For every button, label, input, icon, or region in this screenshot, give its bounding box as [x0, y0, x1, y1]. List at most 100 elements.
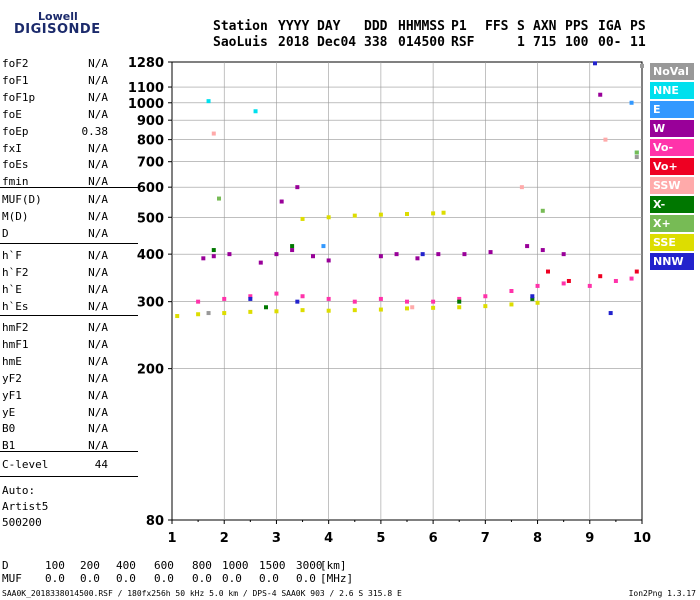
point-sse — [535, 300, 540, 305]
point-vo — [274, 291, 279, 296]
header-val-9: 00- — [598, 35, 622, 50]
point-w — [540, 248, 545, 253]
ionogram-chart: 1 2 3 4 5 6 7 8 9 10 80 200 300 400 500 600 700 800 900 100… — [128, 56, 651, 546]
param-label-foe: foE — [2, 107, 22, 121]
x-tick-label: 10 — [633, 531, 651, 546]
point-vo — [300, 294, 305, 299]
point-sse — [274, 309, 279, 314]
param-divider — [0, 243, 138, 244]
header-val-8: 100 — [565, 35, 589, 50]
param-value-fxi: N/A — [88, 141, 108, 155]
point-w — [436, 252, 441, 257]
y-tick-label: 500 — [137, 211, 164, 226]
legend-item-x: X+ — [650, 215, 694, 232]
point-w — [598, 92, 603, 97]
legend-item-vo: Vo+ — [650, 158, 694, 175]
point-vo — [248, 294, 253, 299]
point-x — [540, 208, 545, 213]
point-sse — [378, 212, 383, 217]
x-tick-label: 4 — [324, 531, 333, 546]
point-w — [274, 252, 279, 257]
point-ssw — [211, 131, 216, 136]
param-value-hf: N/A — [88, 249, 108, 262]
point-vo — [613, 278, 618, 283]
point-vo — [326, 296, 331, 301]
legend-item-w: W — [650, 120, 694, 137]
param-value-b1: N/A — [88, 439, 108, 453]
y-tick-label: 900 — [137, 114, 164, 129]
param-label-hf: h`F — [2, 249, 22, 262]
point-sse — [457, 305, 462, 310]
x-tick-label: 3 — [272, 531, 281, 546]
point-sse — [248, 309, 253, 314]
header-val-6: 1 — [517, 35, 525, 50]
row_muf-value: 0.0 — [45, 572, 65, 585]
row_muf-value: 0.0 — [116, 572, 136, 585]
header-val-1: 2018 — [278, 35, 310, 50]
row_muf-value: 0.0 — [296, 572, 316, 585]
param-value-hf2: N/A — [88, 265, 108, 279]
point-w — [462, 252, 467, 257]
point-sse — [326, 215, 331, 220]
point-nnw — [593, 61, 597, 66]
param-label-hmf2: hmF2 — [2, 321, 29, 334]
point-vo — [222, 296, 227, 301]
row_d-value: 3000 — [296, 559, 323, 572]
param-value-yf2: N/A — [88, 371, 108, 385]
row_d-value: 100 — [45, 559, 65, 572]
row_muf-unit: [MHz] — [320, 572, 354, 585]
point-vo — [561, 281, 566, 286]
point-e — [629, 100, 634, 105]
point-vo — [509, 289, 514, 293]
header-val-10: 11 — [630, 35, 646, 50]
point-vo — [598, 274, 603, 279]
point-e — [321, 244, 326, 249]
legend-item-nnw: NNW — [650, 253, 694, 270]
point-ssw — [519, 185, 524, 190]
point-vo — [352, 299, 357, 304]
header-val-4: 014500 — [398, 35, 445, 50]
point-sse — [431, 305, 436, 310]
point-x — [634, 150, 639, 155]
param-value-fof1p: N/A — [88, 90, 108, 104]
header-col-0: Station — [213, 19, 268, 34]
param-label-d: D — [2, 226, 9, 240]
param-value-ye: N/A — [88, 405, 108, 419]
y-tick-label: 400 — [137, 248, 164, 263]
header-col-10: IGA — [598, 19, 622, 34]
y-tick-label: 200 — [137, 363, 164, 378]
point-x — [211, 248, 216, 253]
point-w — [394, 252, 399, 257]
point-sse — [300, 216, 305, 221]
y-tick-label: 80 — [146, 514, 164, 529]
header-col-3: DDD — [364, 19, 388, 34]
row_muf-value: 0.0 — [192, 572, 212, 585]
point-w — [378, 254, 383, 259]
point-nnw — [295, 299, 300, 304]
point-vo — [587, 283, 592, 288]
row_muf-value: 0.0 — [259, 572, 279, 585]
point-noval — [634, 155, 639, 160]
point-nnw — [608, 311, 613, 316]
header-val-7: 715 — [533, 35, 557, 50]
point-sse — [441, 210, 446, 215]
param-value-fmin: N/A — [88, 175, 108, 189]
header-val-0: SaoLuis — [213, 35, 268, 50]
point-sse — [326, 308, 331, 313]
point-w — [290, 248, 295, 253]
auto-code: 500200 — [2, 516, 42, 529]
param-divider — [0, 315, 138, 316]
row_muf-value: 0.0 — [154, 572, 174, 585]
y-tick-label: 1000 — [128, 97, 164, 112]
y-tick-label: 300 — [137, 296, 164, 311]
point-vo — [634, 269, 639, 274]
param-label-foep: foEp — [2, 124, 29, 138]
param-divider — [0, 451, 138, 452]
param-label-fof1: foF1 — [2, 73, 29, 87]
x-tick-label: 9 — [585, 531, 594, 546]
plot-area — [171, 61, 643, 521]
logo-line2: DIGISONDE — [14, 22, 101, 37]
x-tick-label: 2 — [220, 531, 229, 546]
legend-item-x: X- — [650, 196, 694, 213]
y-tick-label: 800 — [137, 134, 164, 149]
